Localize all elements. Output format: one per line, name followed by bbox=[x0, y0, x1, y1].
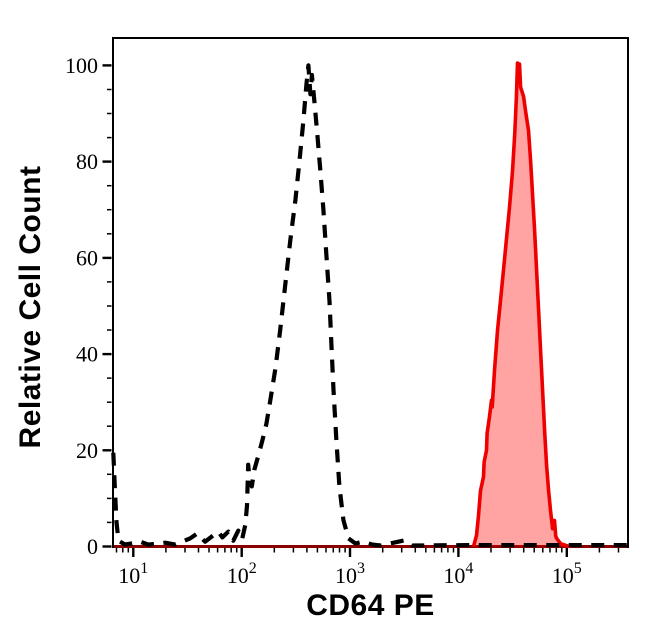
cd64-pe-area bbox=[113, 63, 628, 547]
svg-text:0: 0 bbox=[87, 534, 98, 559]
control-curve bbox=[111, 63, 628, 548]
x-axis-label: CD64 PE bbox=[306, 589, 435, 622]
svg-text:104: 104 bbox=[443, 560, 473, 588]
plot-border bbox=[112, 37, 629, 548]
axis-ticks bbox=[102, 64, 620, 557]
svg-text:80: 80 bbox=[76, 149, 98, 174]
svg-text:60: 60 bbox=[76, 245, 98, 270]
svg-text:20: 20 bbox=[76, 438, 98, 463]
svg-text:101: 101 bbox=[118, 560, 148, 588]
svg-text:40: 40 bbox=[76, 342, 98, 367]
cd64-pe-curve bbox=[471, 61, 572, 549]
svg-text:100: 100 bbox=[65, 53, 98, 78]
svg-text:102: 102 bbox=[227, 560, 257, 588]
svg-text:105: 105 bbox=[552, 560, 582, 588]
svg-text:103: 103 bbox=[335, 560, 365, 588]
y-axis-label: Relative Cell Count bbox=[14, 165, 47, 449]
